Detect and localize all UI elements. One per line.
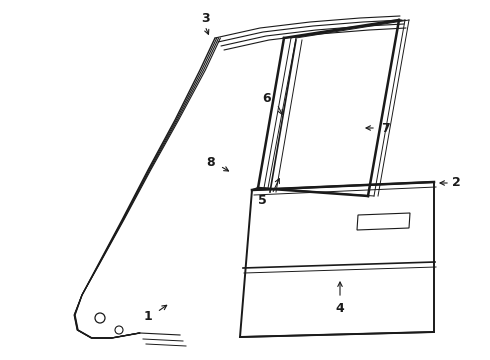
Text: 1: 1: [144, 310, 152, 323]
Text: 8: 8: [207, 156, 215, 168]
Text: 6: 6: [263, 91, 271, 104]
Text: 4: 4: [336, 302, 344, 315]
Text: 3: 3: [201, 12, 209, 24]
Text: 7: 7: [381, 122, 390, 135]
Text: 2: 2: [452, 176, 461, 189]
Text: 5: 5: [258, 194, 267, 207]
